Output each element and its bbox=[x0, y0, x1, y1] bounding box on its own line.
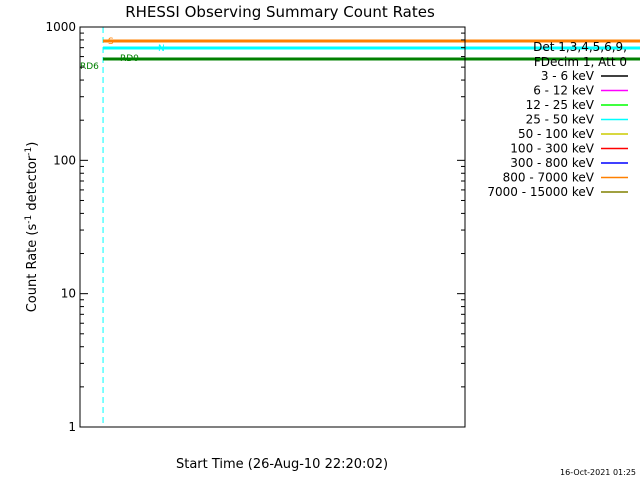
overlay-layer: S N RD0 RD6 bbox=[80, 27, 640, 427]
footer-date: 16-Oct-2021 01:25 bbox=[560, 468, 636, 477]
legend-item-label: 300 - 800 keV bbox=[510, 156, 594, 170]
y-axis-label-sup2: -1 bbox=[24, 147, 34, 156]
legend: Det 1,3,4,5,6,9, FDecim 1, Att 0 3 - 6 k… bbox=[487, 40, 628, 199]
y-axis-label-main: Count Rate (s bbox=[25, 224, 40, 313]
legend-item-label: 3 - 6 keV bbox=[541, 69, 595, 83]
chart-title: RHESSI Observing Summary Count Rates bbox=[125, 3, 435, 21]
y-axis-label: Count Rate (s-1 detector-1) bbox=[24, 142, 40, 313]
y-axis-label-end: ) bbox=[25, 142, 40, 147]
legend-item-label: 25 - 50 keV bbox=[526, 113, 595, 127]
legend-item-label: 800 - 7000 keV bbox=[503, 171, 595, 185]
y-axis-label-mid: detector bbox=[25, 155, 40, 215]
legend-item-label: 50 - 100 keV bbox=[518, 127, 595, 141]
legend-title-2: FDecim 1, Att 0 bbox=[534, 55, 627, 69]
flag-label: N bbox=[158, 44, 165, 54]
axes-layer: 22:3022:4523:0023:1523:3023:4500:0011010… bbox=[45, 20, 465, 434]
legend-item-label: 6 - 12 keV bbox=[533, 84, 595, 98]
legend-item-label: 7000 - 15000 keV bbox=[487, 185, 594, 199]
x-axis-label: Start Time (26-Aug-10 22:20:02) bbox=[176, 457, 388, 472]
flag-label: RD6 bbox=[80, 62, 99, 72]
y-tick-label: 1000 bbox=[45, 20, 76, 34]
legend-item-label: 100 - 300 keV bbox=[510, 142, 594, 156]
y-tick-label: 100 bbox=[53, 153, 76, 167]
y-axis-label-sup1: -1 bbox=[24, 215, 34, 224]
plot-frame bbox=[79, 26, 466, 428]
legend-item-label: 12 - 25 keV bbox=[526, 98, 595, 112]
flag-label: S bbox=[108, 37, 114, 47]
flag-label: RD0 bbox=[120, 54, 139, 64]
y-tick-label: 10 bbox=[61, 287, 76, 301]
y-tick-label: 1 bbox=[68, 420, 76, 434]
legend-title-1: Det 1,3,4,5,6,9, bbox=[533, 40, 627, 54]
